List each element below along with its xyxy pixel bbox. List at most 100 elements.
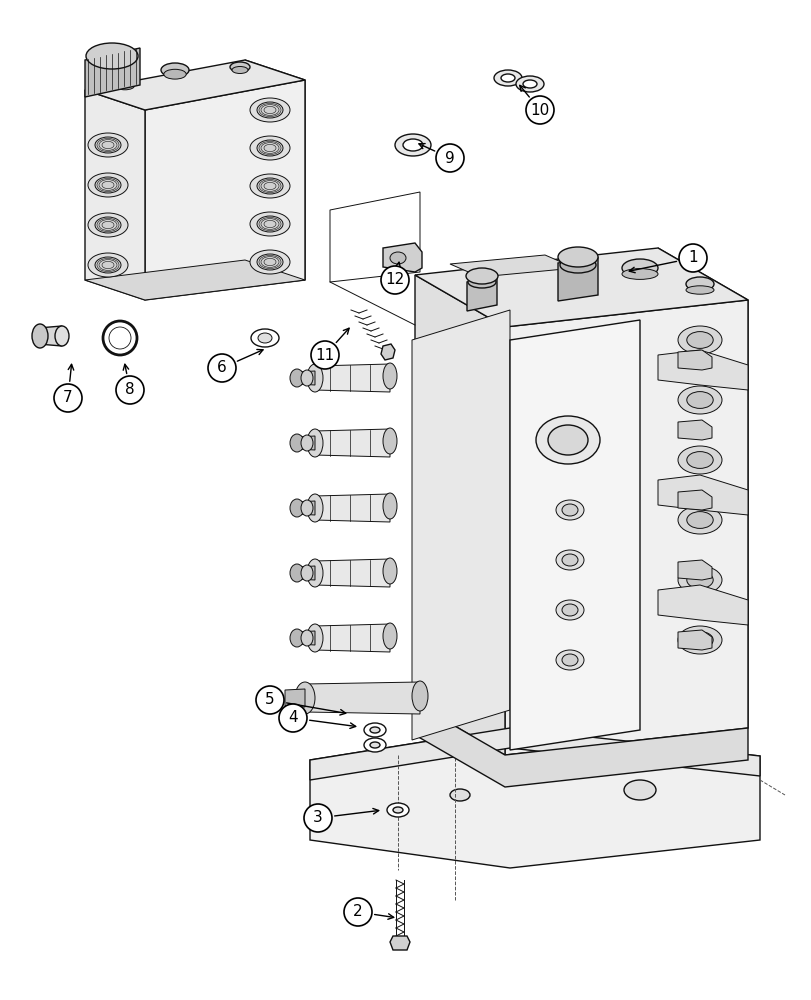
Polygon shape: [677, 630, 711, 650]
Text: 1: 1: [688, 250, 697, 265]
Text: 9: 9: [444, 151, 454, 166]
Ellipse shape: [387, 803, 409, 817]
Polygon shape: [297, 501, 315, 515]
Ellipse shape: [363, 738, 385, 752]
Ellipse shape: [623, 780, 655, 800]
Ellipse shape: [383, 363, 397, 389]
Ellipse shape: [685, 277, 713, 291]
Ellipse shape: [88, 173, 128, 197]
Ellipse shape: [677, 386, 721, 414]
Polygon shape: [414, 275, 504, 755]
Polygon shape: [297, 566, 315, 580]
Ellipse shape: [556, 500, 583, 520]
Ellipse shape: [621, 269, 657, 279]
Ellipse shape: [257, 254, 283, 270]
Circle shape: [54, 384, 82, 412]
Ellipse shape: [307, 494, 323, 522]
Text: 11: 11: [315, 348, 334, 362]
Ellipse shape: [301, 435, 312, 451]
Polygon shape: [297, 371, 315, 385]
Ellipse shape: [370, 742, 380, 748]
Ellipse shape: [389, 252, 406, 264]
Polygon shape: [85, 260, 305, 300]
Polygon shape: [414, 248, 747, 327]
Text: 4: 4: [288, 710, 298, 726]
Ellipse shape: [466, 268, 497, 284]
Polygon shape: [389, 936, 410, 950]
Text: 5: 5: [265, 692, 274, 708]
Polygon shape: [677, 420, 711, 440]
Ellipse shape: [561, 504, 577, 516]
Ellipse shape: [251, 329, 279, 347]
Polygon shape: [315, 624, 389, 652]
Ellipse shape: [290, 369, 303, 387]
Ellipse shape: [301, 630, 312, 646]
Ellipse shape: [677, 506, 721, 534]
Ellipse shape: [113, 76, 137, 88]
Ellipse shape: [560, 257, 595, 273]
Polygon shape: [297, 436, 315, 450]
Ellipse shape: [561, 654, 577, 666]
Ellipse shape: [686, 392, 712, 408]
Ellipse shape: [257, 140, 283, 156]
Polygon shape: [657, 475, 747, 515]
Ellipse shape: [301, 565, 312, 581]
Circle shape: [526, 96, 553, 124]
Ellipse shape: [467, 276, 496, 288]
Circle shape: [208, 354, 236, 382]
Ellipse shape: [250, 98, 290, 122]
Ellipse shape: [95, 257, 121, 273]
Circle shape: [255, 686, 284, 714]
Polygon shape: [315, 364, 389, 392]
Ellipse shape: [383, 558, 397, 584]
Text: 7: 7: [63, 390, 73, 406]
Polygon shape: [245, 60, 305, 280]
Ellipse shape: [561, 604, 577, 616]
Polygon shape: [383, 243, 422, 272]
Ellipse shape: [686, 332, 712, 348]
Polygon shape: [657, 248, 747, 728]
Ellipse shape: [232, 67, 247, 74]
Circle shape: [279, 704, 307, 732]
Ellipse shape: [394, 134, 431, 156]
Ellipse shape: [86, 43, 138, 69]
Polygon shape: [315, 559, 389, 587]
Polygon shape: [38, 326, 62, 346]
Polygon shape: [305, 682, 419, 714]
Ellipse shape: [250, 174, 290, 198]
Ellipse shape: [621, 259, 657, 277]
Ellipse shape: [258, 333, 272, 343]
Polygon shape: [85, 90, 145, 300]
Polygon shape: [466, 276, 496, 311]
Ellipse shape: [250, 136, 290, 160]
Ellipse shape: [294, 682, 315, 714]
Ellipse shape: [307, 559, 323, 587]
Polygon shape: [310, 728, 759, 868]
Circle shape: [303, 804, 332, 832]
Polygon shape: [315, 494, 389, 522]
Ellipse shape: [290, 564, 303, 582]
Polygon shape: [285, 689, 305, 707]
Ellipse shape: [95, 217, 121, 233]
Circle shape: [436, 144, 463, 172]
Ellipse shape: [677, 566, 721, 594]
Text: 6: 6: [217, 360, 226, 375]
Ellipse shape: [686, 452, 712, 468]
Ellipse shape: [677, 326, 721, 354]
Text: 10: 10: [530, 103, 549, 118]
Ellipse shape: [686, 572, 712, 588]
Ellipse shape: [88, 133, 128, 157]
Ellipse shape: [88, 213, 128, 237]
Ellipse shape: [363, 723, 385, 737]
Text: 8: 8: [125, 382, 135, 397]
Ellipse shape: [500, 74, 514, 82]
Ellipse shape: [561, 554, 577, 566]
Ellipse shape: [257, 216, 283, 232]
Text: 12: 12: [385, 272, 404, 288]
Ellipse shape: [301, 370, 312, 386]
Ellipse shape: [449, 789, 470, 801]
Ellipse shape: [522, 80, 536, 88]
Polygon shape: [145, 80, 305, 300]
Ellipse shape: [383, 428, 397, 454]
Ellipse shape: [307, 624, 323, 652]
